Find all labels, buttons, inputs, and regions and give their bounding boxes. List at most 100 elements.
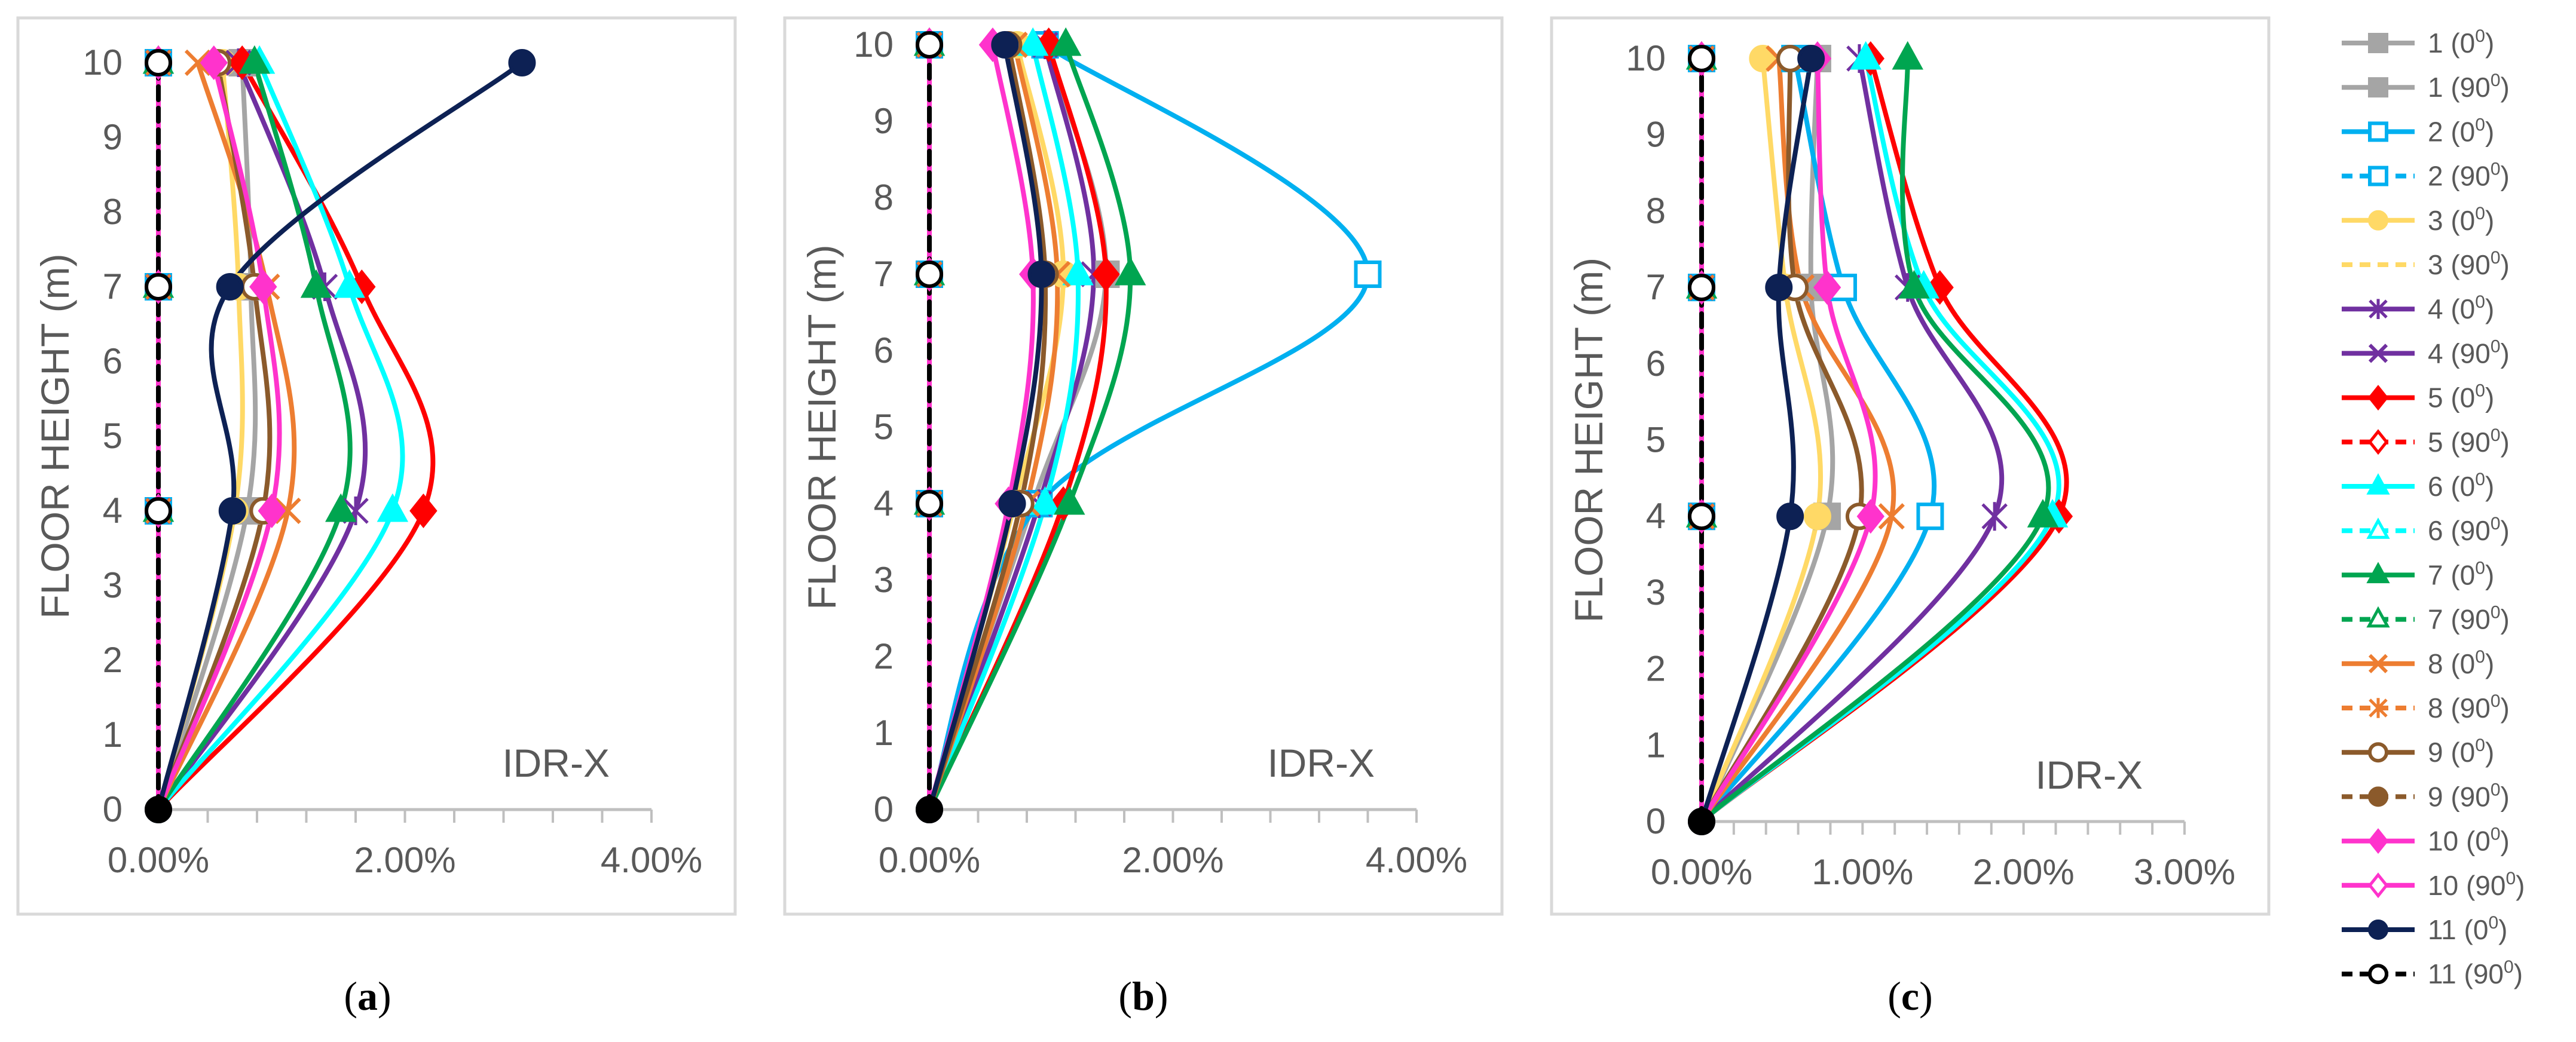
data-point [1688,502,1715,531]
series-13 [156,60,353,812]
y-tick-label: 5 [874,407,894,447]
series-markers-22 [916,31,943,517]
series-3 [1699,56,1936,824]
series-line [1699,56,1814,824]
data-point [238,45,271,74]
series-21 [927,42,1044,812]
legend-entry: 3 (900) [2342,248,2510,280]
series-line [1699,56,1824,824]
y-tick-label: 2 [103,640,123,680]
y-tick-label: 1 [874,713,894,753]
x-tick-label: 0.00% [1651,852,1752,892]
legend-label: 9 (900) [2428,780,2510,812]
legend-label: 3 (900) [2428,248,2510,280]
legend-label: 7 (900) [2428,603,2510,635]
y-tick-label: 8 [103,192,123,232]
y-tick-label: 7 [874,254,894,294]
data-point [1029,486,1061,515]
series-line [927,42,1048,812]
legend-entry: 6 (00) [2342,470,2494,502]
legend-entry: 6 (900) [2342,514,2510,546]
idr-annotation: IDR-X [1267,741,1375,785]
data-point [1892,41,1923,70]
data-point [1813,270,1841,305]
legend-entry: 10 (900) [2342,869,2525,901]
origin-point [145,796,172,823]
data-point [1856,499,1885,534]
legend-label: 4 (00) [2428,292,2494,324]
y-tick-label: 0 [874,789,894,829]
legend-label: 2 (00) [2428,115,2494,147]
series-line [156,60,525,812]
y-axis-title: FLOOR HEIGHT (m) [1567,258,1611,623]
data-point [1916,502,1944,531]
data-point [1803,502,1831,531]
data-point [200,45,228,81]
data-point [145,273,172,301]
data-point [508,49,536,76]
legend-label: 10 (00) [2428,825,2510,857]
caption-a: (a) [344,973,391,1019]
data-point [145,497,172,525]
series-7 [1699,56,2005,824]
series-15 [156,60,297,812]
series-13 [1699,56,2051,824]
series-17 [1699,56,1864,824]
data-point [325,493,357,522]
legend-label: 2 (900) [2428,160,2510,192]
legend-label: 6 (900) [2428,514,2510,546]
y-tick-label: 10 [82,42,123,82]
legend-label: 1 (900) [2428,71,2510,103]
legend-marker [2367,872,2389,899]
y-tick-label: 6 [874,330,894,370]
legend-label: 5 (00) [2428,381,2494,413]
legend-marker [2366,562,2390,584]
series-line [1699,56,1936,824]
series-11 [927,42,1081,812]
y-tick-label: 7 [1646,267,1666,307]
x-tick-label: 4.00% [1366,840,1467,880]
data-point [249,269,277,305]
series-markers-19 [200,45,286,529]
data-point [300,269,332,298]
legend-marker [2366,606,2390,628]
series-17 [156,60,273,812]
data-point [916,31,943,59]
series-line [1699,56,1864,824]
series-line [1699,56,2005,824]
series-21 [156,60,525,812]
x-tick-label: 3.00% [2134,852,2235,892]
legend-marker [2366,473,2390,495]
y-tick-label: 1 [103,715,123,755]
data-point [258,493,286,529]
y-axis-title: FLOOR HEIGHT (m) [33,253,77,618]
legend-label: 11 (900) [2428,957,2523,989]
data-point [1054,486,1085,515]
origin-point [916,796,943,823]
legend-entry: 1 (900) [2342,71,2510,103]
panel-frame [1550,16,2271,916]
x-tick-label: 2.00% [354,840,455,880]
legend-label: 8 (900) [2428,691,2510,724]
y-tick-label: 3 [874,560,894,600]
legend-label: 6 (00) [2428,470,2494,502]
series-line [1699,56,1896,824]
data-point [1092,256,1120,292]
legend-entry: 7 (00) [2342,558,2494,590]
series-line [927,42,1370,812]
chart-panel-c: 0.00% 1.00% 2.00% 3.00% 0 1 2 3 4 5 6 7 8 9 10 FLOOR HE… [1550,16,2271,916]
y-tick-label: 1 [1646,725,1666,765]
data-point [1688,45,1715,72]
legend-marker [2369,299,2388,319]
series-line [1699,56,1878,824]
series-21 [1699,56,1814,824]
y-tick-label: 5 [103,416,123,456]
legend-marker [2368,654,2388,673]
y-tick-label: 3 [103,565,123,605]
data-point [145,49,172,76]
data-point [184,49,212,76]
legend-label: 5 (900) [2428,425,2510,458]
legend-entry: 8 (00) [2342,647,2494,679]
y-tick-label: 7 [103,266,123,307]
